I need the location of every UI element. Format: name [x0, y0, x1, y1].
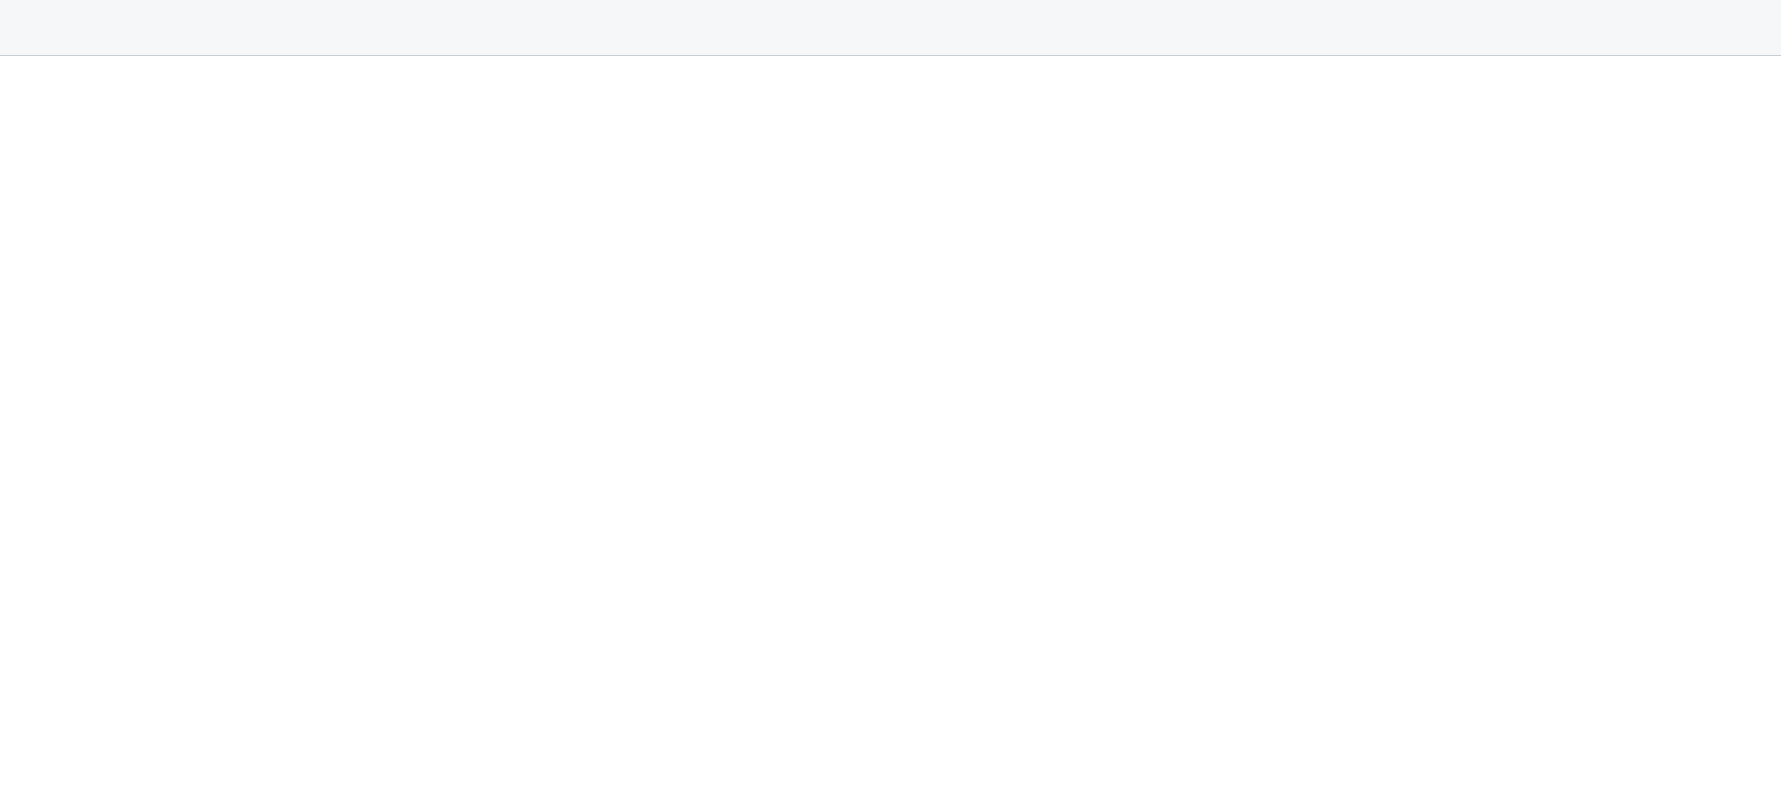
- content-area: [0, 56, 1781, 800]
- app-header: [0, 0, 1781, 56]
